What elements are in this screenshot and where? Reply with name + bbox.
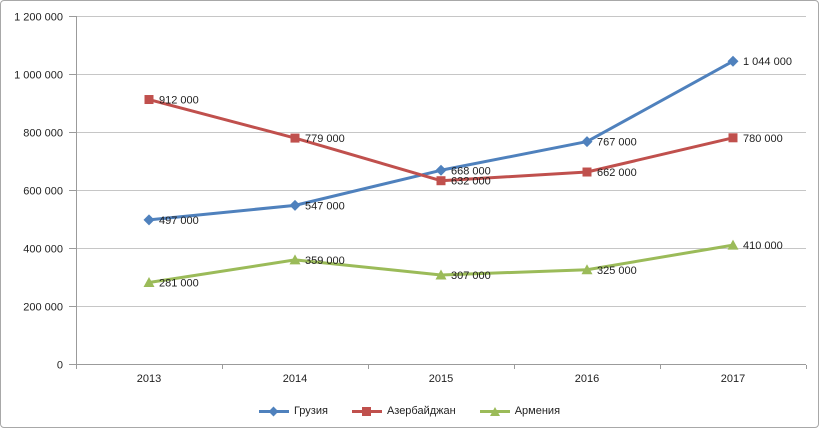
y-axis-tick-label: 800 000 xyxy=(23,128,63,140)
x-axis-tick-label: 2016 xyxy=(575,373,599,385)
legend-swatch xyxy=(479,406,510,416)
diamond-icon xyxy=(269,406,279,416)
data-label: 912 000 xyxy=(159,95,199,107)
data-label: 410 000 xyxy=(743,240,783,252)
series-line-0 xyxy=(147,59,735,222)
triangle-marker xyxy=(143,277,155,288)
triangle-marker xyxy=(289,254,301,265)
y-axis-tick-label: 400 000 xyxy=(23,244,63,256)
data-label: 1 044 000 xyxy=(743,56,792,68)
data-label: 767 000 xyxy=(597,137,637,149)
y-axis-tick-label: 1 000 000 xyxy=(14,70,63,82)
data-label: 662 000 xyxy=(597,167,637,179)
y-axis-tick-label: 1 200 000 xyxy=(14,12,63,24)
data-label: 668 000 xyxy=(451,165,491,177)
square-marker xyxy=(436,176,446,186)
data-label: 281 000 xyxy=(159,278,199,290)
diamond-marker xyxy=(581,136,593,148)
legend-label: Азербайджан xyxy=(386,405,456,417)
data-label: 632 000 xyxy=(451,176,491,188)
y-axis-tick-label: 0 xyxy=(57,360,63,372)
legend-item-georgia: Грузия xyxy=(258,405,328,417)
triangle-marker xyxy=(435,269,447,280)
x-axis-tick-label: 2017 xyxy=(721,373,745,385)
data-label: 307 000 xyxy=(451,270,491,282)
square-marker xyxy=(290,133,300,143)
diamond-marker xyxy=(143,214,155,226)
square-icon xyxy=(362,406,372,416)
data-label: 325 000 xyxy=(597,265,637,277)
diamond-marker xyxy=(727,55,739,67)
x-axis-tick-label: 2014 xyxy=(283,373,307,385)
legend-swatch xyxy=(351,406,382,416)
data-label: 497 000 xyxy=(159,215,199,227)
chart-legend: Грузия Азербайджан Армения xyxy=(1,405,818,417)
diamond-marker xyxy=(435,164,447,176)
legend-item-armenia: Армения xyxy=(479,405,561,417)
y-axis-tick-label: 600 000 xyxy=(23,186,63,198)
square-marker xyxy=(582,167,592,177)
diamond-marker xyxy=(289,199,301,211)
legend-item-azerbaijan: Азербайджан xyxy=(351,405,456,417)
triangle-marker xyxy=(727,239,739,250)
legend-swatch xyxy=(258,406,289,416)
y-axis-tick-label: 200 000 xyxy=(23,302,63,314)
data-label: 779 000 xyxy=(305,133,345,145)
data-label: 359 000 xyxy=(305,255,345,267)
x-axis-tick-label: 2013 xyxy=(137,373,161,385)
legend-label: Грузия xyxy=(293,405,328,417)
square-marker xyxy=(728,133,738,143)
x-axis-tick-label: 2015 xyxy=(429,373,453,385)
triangle-icon xyxy=(489,406,500,416)
legend-label: Армения xyxy=(514,405,561,417)
square-marker xyxy=(144,95,154,105)
data-label: 547 000 xyxy=(305,200,345,212)
triangle-marker xyxy=(581,264,593,275)
data-label: 780 000 xyxy=(743,133,783,145)
